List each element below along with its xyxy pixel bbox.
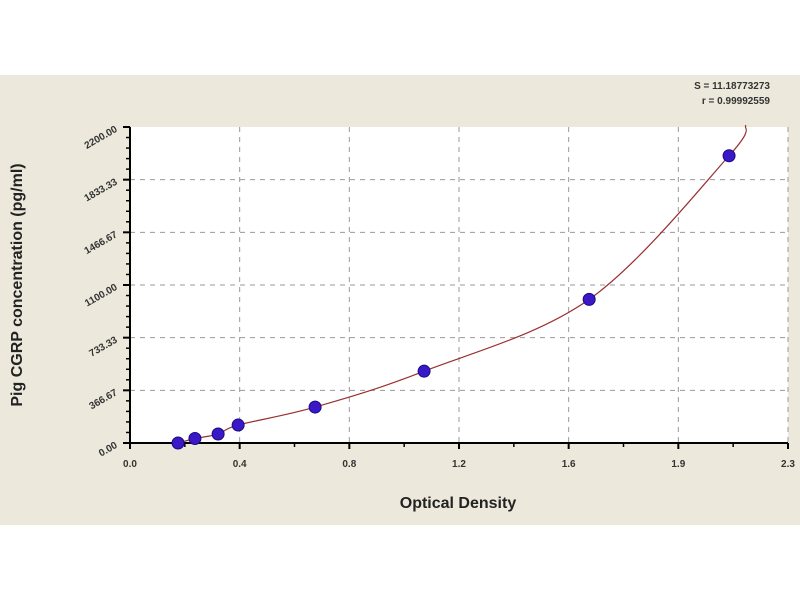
- y-tick-label: 733.33: [88, 335, 120, 360]
- x-tick-label: 0.0: [123, 459, 137, 470]
- y-tick-label: 0.00: [97, 440, 120, 459]
- y-tick-label: 366.67: [88, 387, 120, 412]
- data-point: [188, 432, 202, 446]
- stat-r: r = 0.99992559: [702, 96, 771, 107]
- y-tick-label: 2200.00: [83, 124, 120, 152]
- data-point: [211, 427, 225, 441]
- stat-s: S = 11.18773273: [694, 81, 770, 92]
- data-point: [308, 400, 322, 414]
- x-tick-label: 0.4: [233, 459, 247, 470]
- data-point: [722, 149, 736, 163]
- x-axis-label: Optical Density: [400, 495, 517, 512]
- x-tick-label: 1.6: [562, 459, 576, 470]
- x-tick-label: 1.9: [671, 459, 685, 470]
- data-point: [417, 364, 431, 378]
- data-point: [582, 292, 596, 306]
- plot-area: [130, 127, 788, 443]
- data-point: [231, 418, 245, 432]
- x-tick-label: 1.2: [452, 459, 466, 470]
- data-point: [171, 436, 185, 450]
- x-tick-label: 2.3: [781, 459, 795, 470]
- y-axis-label: Pig CGRP concentration (pg/ml): [9, 163, 26, 406]
- y-tick-label: 1466.67: [83, 229, 120, 257]
- y-tick-label: 1100.00: [83, 282, 120, 310]
- y-tick-label: 1833.33: [83, 177, 120, 205]
- x-tick-label: 0.8: [342, 459, 356, 470]
- fit-curve: [177, 124, 747, 444]
